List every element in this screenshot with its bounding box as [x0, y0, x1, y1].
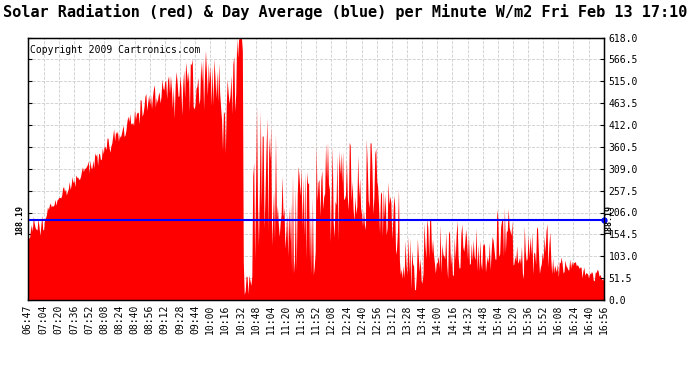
Text: 188.19: 188.19 — [16, 205, 25, 235]
Text: 188.19: 188.19 — [604, 205, 613, 235]
Text: Copyright 2009 Cartronics.com: Copyright 2009 Cartronics.com — [30, 45, 201, 56]
Text: Solar Radiation (red) & Day Average (blue) per Minute W/m2 Fri Feb 13 17:10: Solar Radiation (red) & Day Average (blu… — [3, 4, 687, 20]
